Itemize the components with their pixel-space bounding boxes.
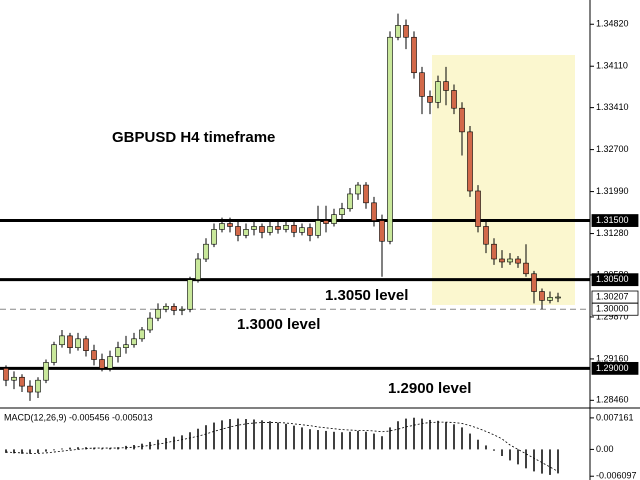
candle-body bbox=[515, 258, 521, 264]
candle-body bbox=[235, 226, 241, 236]
candle-body bbox=[299, 227, 305, 233]
candle-body bbox=[355, 184, 361, 195]
candle-body bbox=[83, 338, 89, 351]
price-tag-label: 1.29000 bbox=[596, 363, 629, 373]
y2-tick-label: -0.006097 bbox=[596, 471, 637, 480]
candle-body bbox=[179, 308, 185, 311]
candle-body bbox=[499, 258, 505, 263]
price-tag bbox=[591, 273, 639, 287]
candle-body bbox=[27, 385, 33, 393]
candle-body bbox=[531, 273, 537, 292]
candle-body bbox=[67, 335, 73, 348]
candle-body bbox=[395, 25, 401, 38]
candle-body bbox=[523, 262, 529, 275]
candle-body bbox=[51, 344, 57, 363]
candle-body bbox=[283, 224, 289, 230]
candle-body bbox=[91, 350, 97, 360]
candle-body bbox=[419, 72, 425, 97]
price-tag-label: 1.30207 bbox=[596, 291, 629, 301]
annotation: 1.2900 level bbox=[388, 380, 471, 397]
candle-body bbox=[507, 258, 513, 263]
candle-body bbox=[315, 220, 321, 236]
candle-body bbox=[331, 214, 337, 224]
candle-body bbox=[251, 226, 257, 230]
price-tag bbox=[591, 361, 639, 375]
candle-body bbox=[219, 223, 225, 230]
y-tick-label: 1.34820 bbox=[596, 19, 629, 29]
candle-body bbox=[211, 229, 217, 245]
candle-body bbox=[243, 229, 249, 236]
macd-title: MACD(12,26,9) -0.005456 -0.005013 bbox=[4, 412, 153, 422]
candle-body bbox=[267, 226, 273, 233]
y2-tick-label: 0.00 bbox=[596, 444, 614, 454]
candle-body bbox=[427, 96, 433, 103]
candle-body bbox=[227, 223, 233, 227]
annotation: 1.3000 level bbox=[237, 316, 320, 333]
candle-body bbox=[115, 347, 121, 357]
candle-body bbox=[291, 224, 297, 233]
y-tick-label: 1.32700 bbox=[596, 144, 629, 154]
candle-body bbox=[371, 202, 377, 221]
candle-body bbox=[363, 184, 369, 204]
y-tick-label: 1.28460 bbox=[596, 395, 629, 405]
candle-body bbox=[187, 279, 193, 310]
candle-body bbox=[123, 344, 129, 348]
candle-body bbox=[411, 36, 417, 74]
candle-body bbox=[387, 36, 393, 242]
candle-body bbox=[435, 81, 441, 103]
macd-signal bbox=[5, 421, 559, 472]
candle-body bbox=[539, 291, 545, 301]
candle-body bbox=[483, 226, 489, 245]
candle-body bbox=[403, 25, 409, 38]
y-tick-label: 1.29160 bbox=[596, 353, 629, 363]
chart-title: GBPUSD H4 timeframe bbox=[112, 129, 275, 146]
candle-body bbox=[379, 220, 385, 242]
candle-body bbox=[155, 308, 161, 319]
candle-body bbox=[323, 220, 329, 224]
candle-body bbox=[443, 81, 449, 91]
candle-body bbox=[259, 226, 265, 233]
candle-body bbox=[339, 208, 345, 215]
y-tick-label: 1.29870 bbox=[596, 311, 629, 321]
candle-body bbox=[555, 296, 561, 299]
candle-body bbox=[99, 359, 105, 369]
price-tag-label: 1.31500 bbox=[596, 215, 629, 225]
candle-body bbox=[467, 131, 473, 192]
candle-body bbox=[475, 190, 481, 227]
y-tick-label: 1.31280 bbox=[596, 228, 629, 238]
candle-body bbox=[11, 376, 17, 381]
price-tag-label: 1.30000 bbox=[596, 304, 629, 314]
y-tick-label: 1.31990 bbox=[596, 186, 629, 196]
price-tag-label: 1.30500 bbox=[596, 274, 629, 284]
candle-body bbox=[195, 258, 201, 280]
annotation: 1.3050 level bbox=[325, 287, 408, 304]
candle-body bbox=[459, 107, 465, 133]
candle-body bbox=[139, 329, 145, 340]
candle-body bbox=[451, 90, 457, 109]
candle-body bbox=[163, 305, 169, 310]
candle-body bbox=[171, 305, 177, 311]
candle-body bbox=[131, 338, 137, 346]
candle-body bbox=[547, 297, 553, 301]
candle-body bbox=[43, 362, 49, 381]
y2-tick-label: 0.007161 bbox=[596, 412, 634, 422]
candle-body bbox=[3, 368, 9, 381]
candle-body bbox=[203, 243, 209, 260]
candle-body bbox=[35, 379, 41, 393]
candle-body bbox=[347, 193, 353, 210]
y-tick-label: 1.33410 bbox=[596, 102, 629, 112]
candle-body bbox=[491, 243, 497, 260]
candle-body bbox=[275, 226, 281, 230]
candle-body bbox=[75, 338, 81, 348]
price-tag bbox=[591, 214, 639, 227]
price-tag bbox=[591, 290, 639, 304]
candle-body bbox=[19, 376, 25, 387]
y-tick-label: 1.34110 bbox=[596, 61, 628, 71]
candle-body bbox=[59, 335, 65, 346]
candle-body bbox=[147, 317, 153, 331]
candle-body bbox=[107, 356, 113, 369]
candle-body bbox=[307, 227, 313, 236]
